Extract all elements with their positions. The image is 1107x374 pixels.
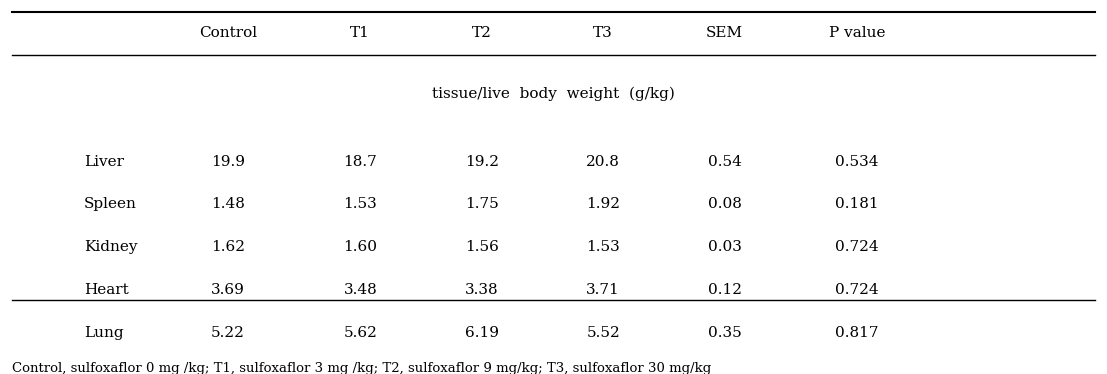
Text: 20.8: 20.8 — [587, 154, 620, 169]
Text: Heart: Heart — [84, 283, 128, 297]
Text: 0.54: 0.54 — [707, 154, 742, 169]
Text: P value: P value — [829, 27, 886, 40]
Text: SEM: SEM — [706, 27, 743, 40]
Text: 1.56: 1.56 — [465, 240, 498, 254]
Text: 5.62: 5.62 — [343, 325, 377, 340]
Text: Liver: Liver — [84, 154, 124, 169]
Text: Lung: Lung — [84, 325, 124, 340]
Text: tissue/live  body  weight  (g/kg): tissue/live body weight (g/kg) — [432, 87, 675, 101]
Text: 3.38: 3.38 — [465, 283, 498, 297]
Text: 1.60: 1.60 — [343, 240, 377, 254]
Text: 1.62: 1.62 — [210, 240, 245, 254]
Text: 19.9: 19.9 — [210, 154, 245, 169]
Text: Control, sulfoxaflor 0 mg /kg; T1, sulfoxaflor 3 mg /kg; T2, sulfoxaflor 9 mg/kg: Control, sulfoxaflor 0 mg /kg; T1, sulfo… — [12, 362, 712, 374]
Text: 0.817: 0.817 — [836, 325, 879, 340]
Text: 1.75: 1.75 — [465, 197, 498, 211]
Text: 0.181: 0.181 — [836, 197, 879, 211]
Text: 3.48: 3.48 — [343, 283, 377, 297]
Text: 18.7: 18.7 — [343, 154, 377, 169]
Text: 0.724: 0.724 — [836, 283, 879, 297]
Text: 1.92: 1.92 — [587, 197, 620, 211]
Text: Kidney: Kidney — [84, 240, 137, 254]
Text: 3.69: 3.69 — [210, 283, 245, 297]
Text: T3: T3 — [593, 27, 613, 40]
Text: 6.19: 6.19 — [465, 325, 499, 340]
Text: 0.724: 0.724 — [836, 240, 879, 254]
Text: 1.53: 1.53 — [343, 197, 377, 211]
Text: 0.12: 0.12 — [707, 283, 742, 297]
Text: 1.48: 1.48 — [210, 197, 245, 211]
Text: 5.22: 5.22 — [210, 325, 245, 340]
Text: 19.2: 19.2 — [465, 154, 499, 169]
Text: 0.35: 0.35 — [707, 325, 742, 340]
Text: Spleen: Spleen — [84, 197, 137, 211]
Text: 1.53: 1.53 — [587, 240, 620, 254]
Text: Control: Control — [198, 27, 257, 40]
Text: 0.534: 0.534 — [836, 154, 879, 169]
Text: T2: T2 — [472, 27, 492, 40]
Text: T1: T1 — [350, 27, 370, 40]
Text: 0.08: 0.08 — [707, 197, 742, 211]
Text: 3.71: 3.71 — [587, 283, 620, 297]
Text: 5.52: 5.52 — [587, 325, 620, 340]
Text: 0.03: 0.03 — [707, 240, 742, 254]
